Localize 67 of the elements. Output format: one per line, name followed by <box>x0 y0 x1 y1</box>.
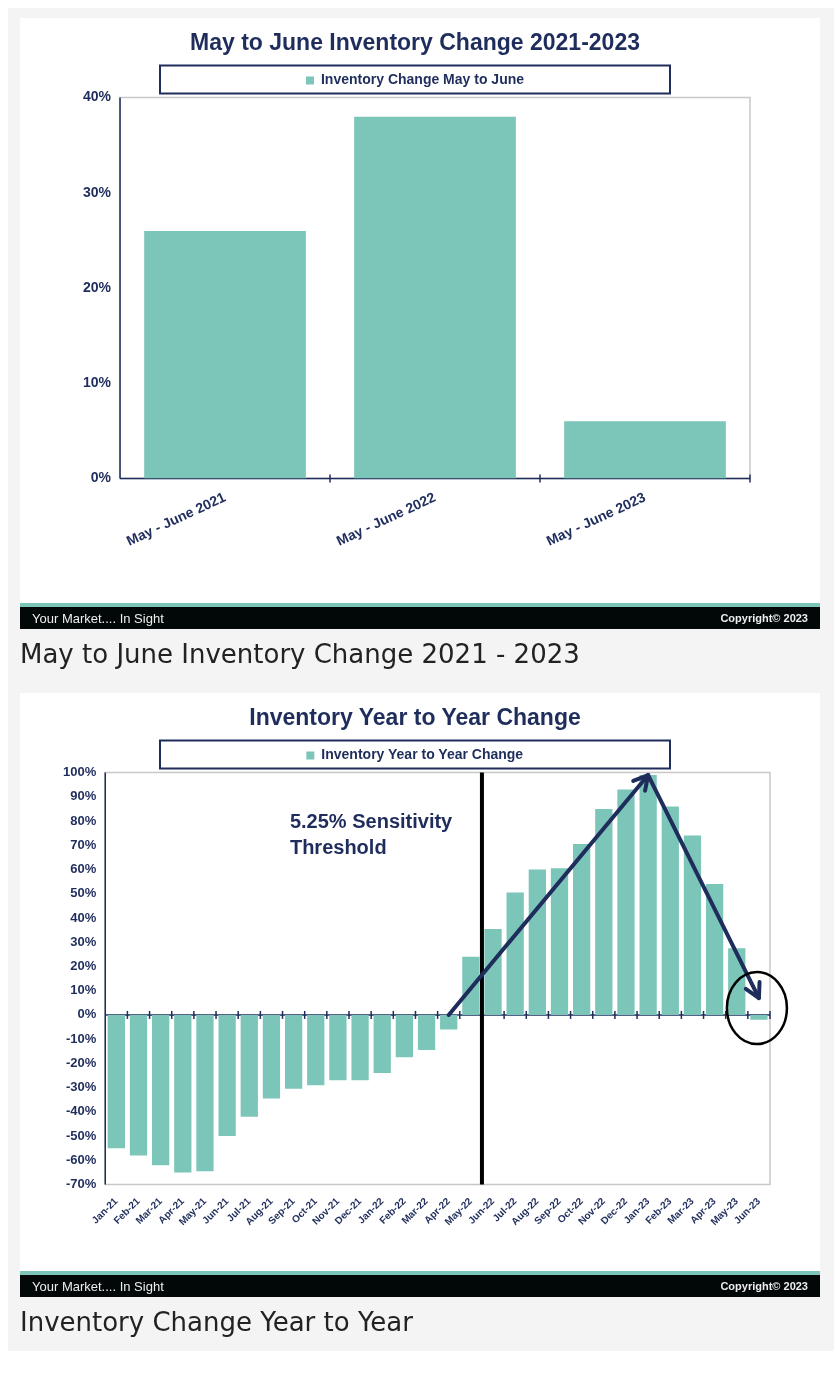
y-tick-label: 60% <box>70 861 97 877</box>
bar <box>440 1014 458 1030</box>
bar <box>351 1014 369 1081</box>
bar <box>595 808 613 1015</box>
y-tick-label: 40% <box>82 88 112 105</box>
bar <box>705 884 724 1015</box>
y-tick-label: 0% <box>77 1006 97 1022</box>
bar <box>484 928 502 1015</box>
y-tick-label: -60% <box>65 1151 97 1167</box>
bar <box>750 1014 768 1020</box>
bar <box>174 1014 192 1173</box>
text: Your Market.... In Sight <box>32 610 164 626</box>
x-tick-label: May - June 2022 <box>333 488 439 549</box>
y-tick-label: 10% <box>82 374 112 391</box>
chart-title: May to June Inventory Change 2021-2023 <box>190 29 640 56</box>
bar <box>573 844 591 1015</box>
bar <box>661 806 679 1015</box>
y-tick-label: -40% <box>65 1103 97 1119</box>
y-tick-label: 50% <box>70 885 97 901</box>
bar <box>506 892 524 1015</box>
text: Copyright© 2023 <box>720 612 808 624</box>
bar <box>417 1014 436 1051</box>
bar <box>354 116 516 479</box>
bar <box>329 1014 347 1081</box>
bar <box>240 1014 258 1117</box>
text: Your Market.... In Sight <box>32 1278 164 1294</box>
y-tick-label: 0% <box>90 469 112 486</box>
y-tick-label: -30% <box>65 1079 97 1095</box>
bar <box>262 1014 281 1099</box>
y-tick-label: -20% <box>65 1054 97 1070</box>
text: May to June Inventory Change 2021 - 2023 <box>20 639 581 669</box>
y-tick-label: 20% <box>70 958 97 974</box>
bar <box>617 789 635 1015</box>
legend-label: Inventory Change May to June <box>320 71 525 88</box>
legend-label: Inventory Year to Year Change <box>321 746 524 763</box>
bar <box>395 1014 414 1058</box>
y-tick-label: 100% <box>63 764 97 780</box>
y-tick-label: 90% <box>70 788 97 804</box>
x-tick-label: May - June 2021 <box>123 488 229 549</box>
text: Inventory Change Year to Year <box>20 1307 414 1337</box>
y-tick-label: 40% <box>70 909 97 925</box>
y-tick-label: 10% <box>70 982 97 998</box>
bar <box>307 1014 325 1086</box>
ref-line-label: 5.25% Sensitivity Threshold <box>289 810 454 859</box>
y-tick-label: 30% <box>82 183 112 200</box>
bar <box>683 835 702 1015</box>
bar <box>373 1014 391 1074</box>
text: Copyright© 2023 <box>720 1280 808 1292</box>
x-tick-label: May - June 2023 <box>543 488 649 549</box>
bar <box>107 1014 125 1149</box>
bar <box>152 1014 170 1166</box>
y-tick-label: -10% <box>65 1030 97 1046</box>
bar <box>564 421 726 479</box>
bar <box>528 869 546 1015</box>
bar <box>196 1014 214 1172</box>
y-tick-label: 30% <box>70 933 97 949</box>
bar <box>218 1014 236 1137</box>
bar <box>129 1014 148 1156</box>
y-tick-label: 80% <box>70 812 97 828</box>
y-tick-label: -70% <box>65 1176 97 1192</box>
bar <box>284 1014 303 1089</box>
y-tick-label: 70% <box>70 836 97 852</box>
bar <box>144 230 306 479</box>
y-tick-label: -50% <box>65 1127 97 1143</box>
y-tick-label: 20% <box>82 278 112 295</box>
chart-title: Inventory Year to Year Change <box>249 704 581 731</box>
bar <box>550 868 569 1015</box>
